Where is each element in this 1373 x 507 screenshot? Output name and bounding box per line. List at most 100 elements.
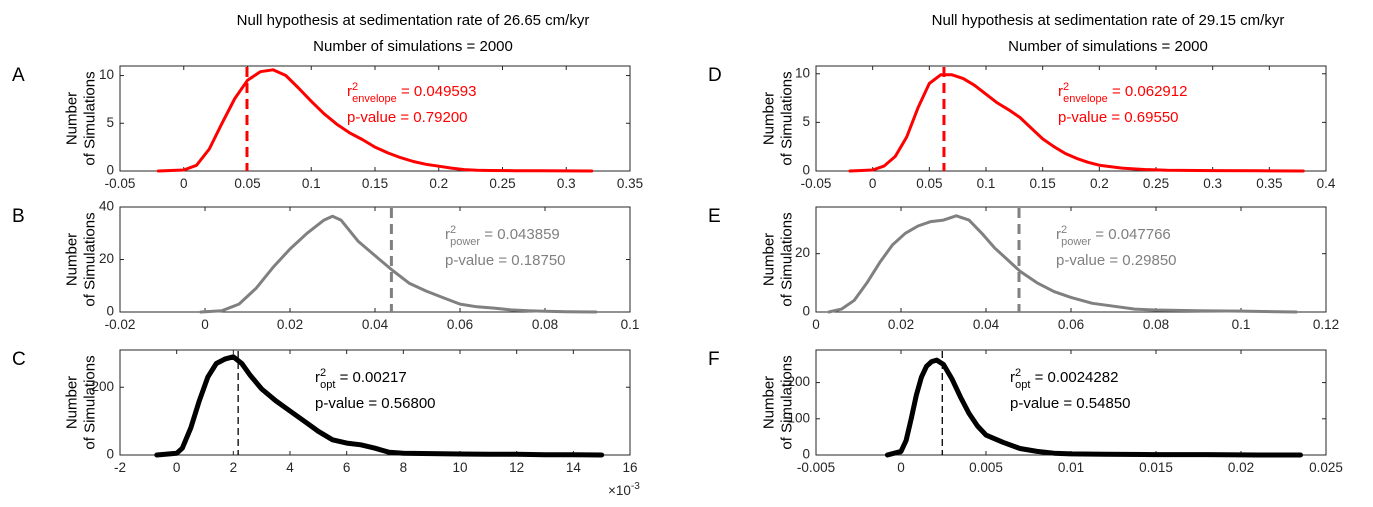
- x-tick-label: 0.04: [362, 317, 389, 332]
- y-tick-label: 40: [99, 199, 114, 214]
- x-tick-label: 16: [622, 460, 637, 475]
- y-tick-label: 200: [787, 374, 810, 389]
- series-line-c: [154, 354, 605, 458]
- p-value-annotation-d: p-value = 0.69550: [1058, 109, 1179, 126]
- x-tick-label: 0: [173, 460, 181, 475]
- p-value-annotation-b: p-value = 0.18750: [445, 252, 566, 269]
- x-tick-label: -0.005: [797, 460, 835, 475]
- x-tick-label: 0.35: [617, 176, 643, 191]
- x-tick-label: 0.2: [429, 176, 448, 191]
- x-tick-label: -2: [114, 460, 126, 475]
- y-tick-label: 0: [106, 447, 114, 462]
- column-title-left-line2: Number of simulations = 2000: [313, 38, 513, 55]
- axes-box-d: [815, 65, 1327, 172]
- y-axis-label: Numberof Simulations: [63, 71, 98, 165]
- panel-b: B-0.02 0 0.02 0.04 0.06 0.08 0.102040Numberof …: [12, 199, 639, 332]
- x-tick-label: 0.02: [1228, 460, 1254, 475]
- x-tick-label: 0: [897, 460, 905, 475]
- x-tick-label: 0.2: [1090, 176, 1109, 191]
- x-tick-label: 0.08: [1143, 317, 1169, 332]
- p-value-annotation-e: p-value = 0.29850: [1056, 252, 1177, 269]
- y-axis-label: Numberof Simulations: [760, 71, 795, 165]
- y-tick-label: 0: [802, 163, 810, 178]
- x-tick-label: 0.02: [277, 317, 303, 332]
- x-tick-label: 0.01: [1058, 460, 1084, 475]
- series-line-e: [827, 214, 1298, 314]
- r-squared-annotation-e: r2 power = 0.047766: [1056, 224, 1171, 248]
- x-tick-label: 0: [869, 176, 877, 191]
- series-line-d: [848, 73, 1305, 173]
- y-tick-label: 0: [106, 304, 114, 319]
- r-squared-annotation-b: r2 power = 0.043859: [445, 224, 560, 248]
- x-tick-label: 8: [400, 460, 408, 475]
- x-tick-label: 0.1: [1232, 317, 1251, 332]
- x-tick-label: 0.1: [302, 176, 321, 191]
- y-tick-label: 0: [106, 163, 114, 178]
- x-tick-label: 0.08: [532, 317, 558, 332]
- y-axis-label: Numberof Simulations: [63, 355, 98, 449]
- x-tick-label: 0: [812, 317, 820, 332]
- y-tick-label: 100: [787, 410, 810, 425]
- x-tick-label: 0.06: [1058, 317, 1084, 332]
- y-tick-label: 10: [99, 67, 114, 82]
- y-axis-label: Numberof Simulations: [760, 355, 795, 449]
- r-squared-annotation-d: r2 envelope = 0.062912: [1058, 81, 1187, 105]
- panel-label-f: F: [708, 349, 720, 370]
- panel-f: F-0.005 0 0.005 0.01 0.015 0.02 0.0250100200Nu…: [708, 349, 1343, 475]
- panel-label-c: C: [12, 349, 26, 370]
- x-tick-label: 2: [230, 460, 238, 475]
- p-value-annotation-c: p-value = 0.56800: [315, 395, 436, 412]
- y-tick-label: 200: [91, 379, 114, 394]
- x-tick-label: 0.015: [1139, 460, 1173, 475]
- x-tick-label: 0.3: [557, 176, 576, 191]
- x-tick-label: 0.4: [1317, 176, 1336, 191]
- x-tick-label: -0.02: [105, 317, 136, 332]
- x-tick-label: 0.05: [916, 176, 942, 191]
- column-title-right-line2: Number of simulations = 2000: [1008, 38, 1208, 55]
- y-tick-label: 5: [106, 115, 114, 130]
- column-title-right: Null hypothesis at sedimentation rate of…: [932, 12, 1285, 55]
- y-axis-label: Numberof Simulations: [63, 212, 98, 306]
- panel-label-d: D: [708, 65, 722, 86]
- x-tick-label: 0.02: [888, 317, 914, 332]
- panel-label-a: A: [12, 65, 25, 86]
- r-squared-annotation-f: r2 opt = 0.0024282: [1010, 367, 1118, 391]
- r-squared-annotation-c: r2 opt = 0.00217: [315, 367, 407, 391]
- x-tick-label: 14: [566, 460, 582, 475]
- x-tick-label: 0.35: [1256, 176, 1282, 191]
- column-title-left-line1: Null hypothesis at sedimentation rate of…: [237, 12, 590, 29]
- x-axis-multiplier: ×10-3: [608, 481, 640, 498]
- x-tick-label: 0.3: [1203, 176, 1222, 191]
- x-tick-label: -0.05: [801, 176, 832, 191]
- axes-box-c: [119, 349, 631, 456]
- y-tick-label: 0: [802, 304, 810, 319]
- x-tick-label: 12: [509, 460, 524, 475]
- y-tick-label: 5: [802, 114, 810, 129]
- x-tick-label: 0.25: [1143, 176, 1169, 191]
- y-tick-label: 20: [99, 251, 114, 266]
- series-line-f: [884, 357, 1303, 458]
- x-tick-label: 0.25: [489, 176, 515, 191]
- r-squared-annotation-a: r2 envelope = 0.049593: [347, 81, 476, 105]
- x-tick-label: 0: [180, 176, 188, 191]
- x-tick-label: 0.025: [1309, 460, 1343, 475]
- y-tick-label: 0: [802, 447, 810, 462]
- panel-label-b: B: [12, 206, 25, 227]
- column-title-right-line1: Null hypothesis at sedimentation rate of…: [932, 12, 1285, 29]
- series-line-a: [156, 68, 594, 173]
- x-tick-label: 0.12: [1313, 317, 1339, 332]
- x-tick-label: 0.15: [362, 176, 388, 191]
- panel-label-e: E: [708, 206, 721, 227]
- x-tick-label: 0.06: [447, 317, 473, 332]
- p-value-annotation-a: p-value = 0.79200: [347, 109, 468, 126]
- x-tick-label: 4: [286, 460, 294, 475]
- panel-a: A-0.05 0 0.05 0.1 0.15 0.2 0.25 0.3 0.350510Numb…: [12, 65, 643, 191]
- x-tick-label: 0.15: [1030, 176, 1056, 191]
- x-tick-label: -0.05: [105, 176, 136, 191]
- panel-d: D-0.05 0 0.05 0.1 0.15 0.2 0.25 0.3 0.35 0.40510N…: [708, 65, 1336, 191]
- x-tick-label: 10: [452, 460, 467, 475]
- y-axis-label: Numberof Simulations: [760, 212, 795, 306]
